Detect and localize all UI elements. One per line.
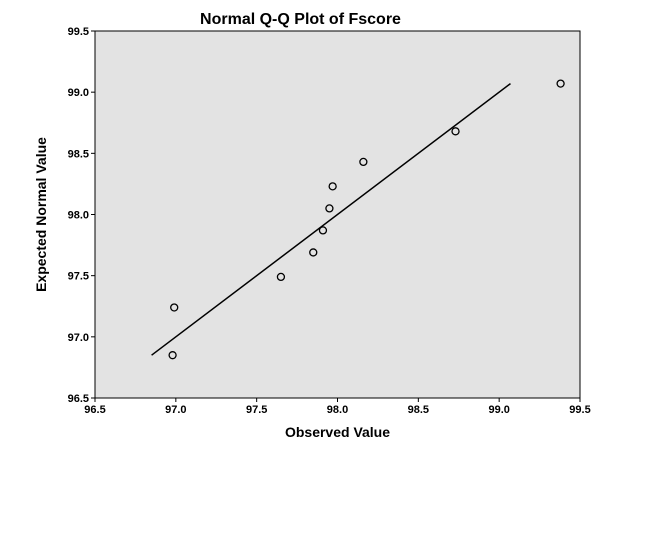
data-point — [318, 226, 328, 235]
data-points — [168, 79, 565, 360]
data-point — [170, 303, 179, 312]
chart-title: Normal Q-Q Plot of Fscore — [200, 11, 401, 28]
data-point — [325, 204, 334, 213]
reference-line — [151, 83, 511, 356]
data-point — [556, 79, 565, 88]
data-point — [276, 272, 286, 282]
y-tick-label: 99.0 — [68, 87, 89, 99]
y-tick-label: 97.0 — [68, 332, 89, 344]
data-point — [328, 182, 337, 191]
x-tick-label: 97.5 — [246, 404, 267, 416]
y-tick-label: 98.5 — [68, 148, 89, 160]
data-point — [451, 127, 460, 136]
y-tick-label: 99.5 — [68, 26, 89, 38]
data-point — [168, 351, 177, 360]
y-axis-title: Expected Normal Value — [33, 137, 49, 292]
x-tick-label: 99.0 — [488, 404, 509, 416]
reference-line-layer — [151, 83, 511, 356]
x-axis-title: Observed Value — [285, 424, 390, 440]
x-tick-label: 96.5 — [84, 404, 105, 416]
y-tick-label: 96.5 — [68, 393, 89, 405]
x-tick-label: 98.5 — [408, 404, 429, 416]
y-tick-label: 97.5 — [68, 271, 89, 283]
data-point — [309, 248, 318, 257]
data-point — [359, 157, 368, 167]
axis-ticks: 96.5 97.0 97.5 98.0 98.5 99.0 99.5 96.5 97.0 97.5… — [68, 26, 591, 416]
x-tick-label: 97.0 — [165, 404, 186, 416]
y-tick-label: 98.0 — [68, 210, 89, 222]
x-tick-label: 99.5 — [569, 404, 590, 416]
x-tick-label: 98.0 — [327, 404, 348, 416]
